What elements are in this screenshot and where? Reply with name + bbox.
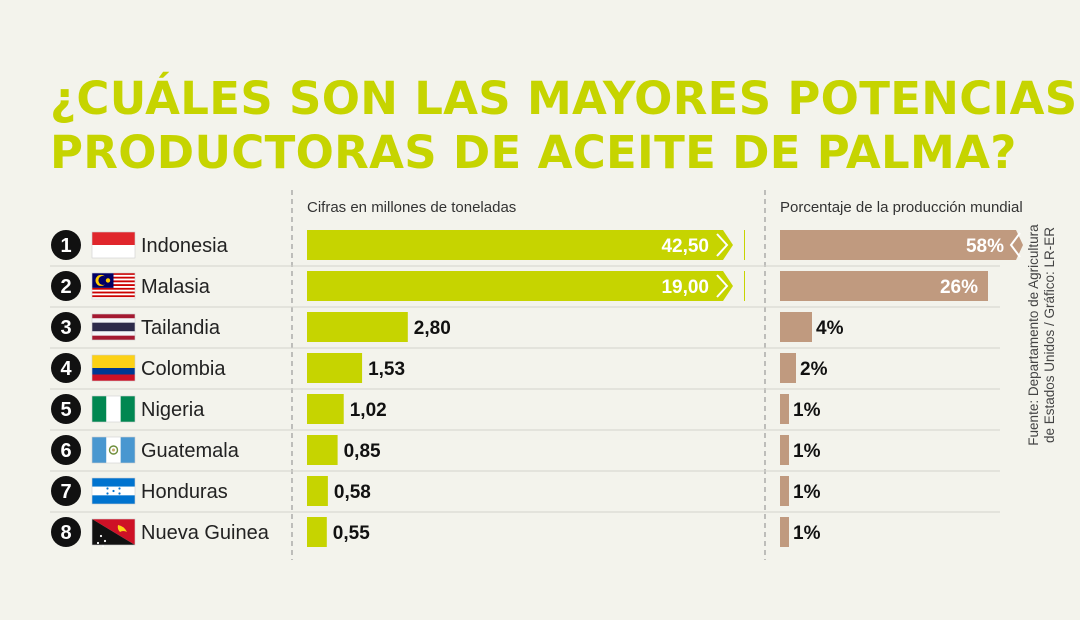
country-label: Nueva Guinea — [141, 522, 270, 544]
value-label: 1,53 — [368, 359, 405, 380]
country-label: Tailandia — [141, 317, 221, 339]
table-row: 1 Indonesia 42,50 58% — [50, 230, 1024, 267]
country-label: Colombia — [141, 358, 226, 380]
share-label: 4% — [816, 318, 844, 339]
volume-bar — [307, 394, 344, 424]
colombia-flag-icon — [91, 354, 136, 382]
rank-number: 8 — [60, 522, 71, 544]
rank-badge — [51, 312, 81, 342]
chart-title: ¿CUÁLES SON LAS MAYORES POTENCIAS PRODUC… — [50, 72, 1078, 180]
share-label: 1% — [793, 482, 821, 503]
rank-number: 7 — [60, 481, 71, 503]
volume-bar — [307, 271, 745, 301]
source-line: de Estados Unidos / Gráfico: LR-ER — [1042, 226, 1057, 444]
rank-badge — [51, 435, 81, 465]
country-label: Honduras — [141, 481, 228, 503]
volume-bar — [307, 353, 363, 383]
table-row: 5 Nigeria 1,02 1% — [50, 394, 1000, 431]
rank-badge — [51, 271, 81, 301]
share-label: 2% — [800, 359, 828, 380]
country-label: Malasia — [141, 276, 211, 298]
rank-number: 1 — [60, 235, 71, 257]
value-label: 0,85 — [344, 441, 381, 462]
rank-badge — [51, 517, 81, 547]
share-label: 1% — [793, 441, 821, 462]
value-label: 19,00 — [661, 277, 709, 298]
rank-number: 3 — [60, 317, 71, 339]
rank-number: 5 — [60, 399, 71, 421]
indonesia-flag-icon — [91, 231, 136, 259]
country-label: Nigeria — [141, 399, 205, 421]
share-label: 26% — [940, 277, 978, 298]
table-row: 3 Tailandia 2,80 4% — [50, 312, 1000, 349]
table-row: 2 Malasia 19,00 26% — [50, 271, 1000, 308]
value-label: 0,55 — [333, 523, 370, 544]
share-label: 1% — [793, 400, 821, 421]
bar-break-mark — [716, 274, 729, 298]
share-label: 1% — [793, 523, 821, 544]
table-row: 6 Guatemala 0,85 1% — [50, 435, 1000, 472]
chart-rows: 1 Indonesia 42,50 58% 2 Malasia 19,00 26% 3 Taila… — [50, 230, 1024, 548]
country-label: Guatemala — [141, 440, 240, 462]
rank-badge — [51, 353, 81, 383]
share-bar — [780, 517, 789, 547]
chart-title-line: PRODUCTORAS DE ACEITE DE PALMA? — [50, 126, 1017, 179]
table-row: 8 Nueva Guinea 0,55 1% — [51, 517, 821, 548]
share-bar — [780, 230, 1024, 260]
share-bar — [780, 394, 789, 424]
rank-number: 4 — [60, 358, 72, 380]
value-column-header: Cifras en millones de toneladas — [307, 199, 516, 216]
papua-new-guinea-flag-icon — [91, 518, 136, 548]
source-note: Fuente: Departamento de Agricultura de E… — [1026, 224, 1057, 445]
value-label: 2,80 — [414, 318, 451, 339]
share-bar — [780, 353, 796, 383]
rank-badge — [51, 476, 81, 506]
country-label: Indonesia — [141, 235, 229, 257]
rank-number: 2 — [60, 276, 71, 298]
volume-bar — [307, 230, 745, 260]
bar-break-mark — [723, 271, 744, 301]
rank-badge — [51, 394, 81, 424]
table-row: 4 Colombia 1,53 2% — [50, 353, 1000, 390]
volume-bar — [307, 476, 328, 506]
source-line: Fuente: Departamento de Agricultura — [1026, 224, 1041, 446]
malaysia-flag-icon — [91, 272, 136, 300]
value-label: 42,50 — [661, 236, 709, 257]
chart-title-line: ¿CUÁLES SON LAS MAYORES POTENCIAS — [50, 72, 1078, 125]
bar-break-mark — [723, 230, 744, 260]
bar-break-mark — [716, 233, 729, 257]
bar-break-mark — [1009, 232, 1021, 258]
thailand-flag-icon — [91, 313, 136, 341]
volume-bar — [307, 517, 327, 547]
value-label: 1,02 — [350, 400, 387, 421]
bar-break-mark — [1016, 230, 1024, 260]
share-label: 58% — [966, 236, 1004, 257]
rank-number: 6 — [60, 440, 71, 462]
table-row: 7 Honduras 0,58 1% — [50, 476, 1000, 513]
rank-badge — [51, 230, 81, 260]
share-bar — [780, 435, 789, 465]
share-bar — [780, 271, 988, 301]
share-column-header: Porcentaje de la producción mundial — [780, 199, 1023, 216]
volume-bar — [307, 312, 408, 342]
share-bar — [780, 312, 812, 342]
nigeria-flag-icon — [91, 395, 136, 423]
share-bar — [780, 476, 789, 506]
guatemala-flag-icon — [91, 436, 136, 464]
value-label: 0,58 — [334, 482, 371, 503]
volume-bar — [307, 435, 338, 465]
honduras-flag-icon — [91, 477, 136, 505]
